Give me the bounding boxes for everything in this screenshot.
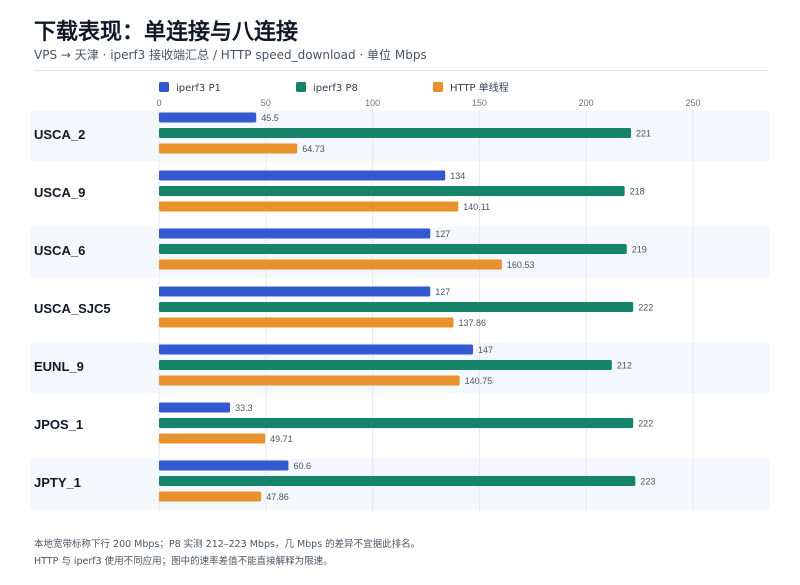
bar bbox=[159, 460, 289, 471]
data-label: 147 bbox=[478, 345, 493, 355]
legend-label: iperf3 P1 bbox=[176, 83, 221, 94]
footnote-2: HTTP 与 iperf3 使用不同应用；图中的速率差值不能直接解释为限速。 bbox=[34, 556, 333, 567]
bar bbox=[159, 170, 446, 181]
data-label: 221 bbox=[636, 129, 651, 139]
category-label: EUNL_9 bbox=[34, 359, 84, 374]
bar bbox=[159, 317, 454, 328]
bar bbox=[159, 228, 431, 239]
data-label: 47.86 bbox=[266, 492, 289, 502]
x-tick-label: 50 bbox=[261, 98, 271, 108]
data-label: 222 bbox=[638, 303, 653, 313]
bar bbox=[159, 186, 625, 196]
x-tick-label: 250 bbox=[685, 98, 700, 108]
bar bbox=[159, 259, 502, 270]
data-label: 33.3 bbox=[235, 403, 253, 413]
data-label: 137.86 bbox=[458, 318, 486, 328]
data-label: 127 bbox=[435, 229, 450, 239]
bar bbox=[159, 491, 262, 502]
category-label: USCA_9 bbox=[34, 185, 85, 200]
header-divider bbox=[34, 70, 768, 71]
bar bbox=[159, 360, 612, 370]
data-label: 219 bbox=[632, 245, 647, 255]
data-label: 60.6 bbox=[293, 461, 311, 471]
legend-label: HTTP 单线程 bbox=[450, 81, 509, 94]
x-tick-label: 100 bbox=[365, 98, 380, 108]
data-label: 140.75 bbox=[465, 376, 493, 386]
footnote-1: 本地宽带标称下行 200 Mbps；P8 实测 212–223 Mbps，几 M… bbox=[34, 539, 421, 550]
bar bbox=[159, 418, 634, 428]
chart-title: 下载表现：单连接与八连接 bbox=[34, 20, 299, 45]
data-label: 45.5 bbox=[261, 113, 279, 123]
bar bbox=[159, 112, 257, 123]
data-label: 127 bbox=[435, 287, 450, 297]
bar bbox=[159, 402, 231, 413]
category-label: USCA_SJC5 bbox=[34, 301, 111, 316]
bar bbox=[159, 375, 460, 386]
category-label: USCA_6 bbox=[34, 243, 85, 258]
bar bbox=[159, 344, 473, 355]
chart-subtitle: VPS → 天津 · iperf3 接收端汇总 / HTTP speed_dow… bbox=[34, 48, 427, 62]
data-label: 140.11 bbox=[463, 202, 490, 212]
bar bbox=[159, 302, 634, 312]
legend-swatch bbox=[433, 82, 443, 92]
bar bbox=[159, 286, 431, 297]
x-tick-label: 0 bbox=[156, 98, 161, 108]
category-label: USCA_2 bbox=[34, 127, 85, 142]
x-tick-label: 150 bbox=[472, 98, 487, 108]
legend-swatch bbox=[296, 82, 306, 92]
data-label: 223 bbox=[640, 477, 655, 487]
data-label: 64.73 bbox=[302, 144, 325, 154]
data-label: 49.71 bbox=[270, 434, 293, 444]
data-label: 212 bbox=[617, 361, 632, 371]
data-label: 218 bbox=[630, 187, 645, 197]
x-tick-label: 200 bbox=[579, 98, 594, 108]
bar bbox=[159, 433, 266, 444]
bar bbox=[159, 128, 632, 138]
legend-label: iperf3 P8 bbox=[313, 83, 358, 94]
bar bbox=[159, 201, 459, 212]
bar bbox=[159, 143, 298, 154]
data-label: 134 bbox=[450, 171, 465, 181]
data-label: 222 bbox=[638, 419, 653, 429]
bar bbox=[159, 476, 636, 486]
category-label: JPTY_1 bbox=[34, 475, 81, 490]
bar bbox=[159, 244, 627, 254]
data-label: 160.53 bbox=[507, 260, 535, 270]
legend-swatch bbox=[159, 82, 169, 92]
category-label: JPOS_1 bbox=[34, 417, 83, 432]
